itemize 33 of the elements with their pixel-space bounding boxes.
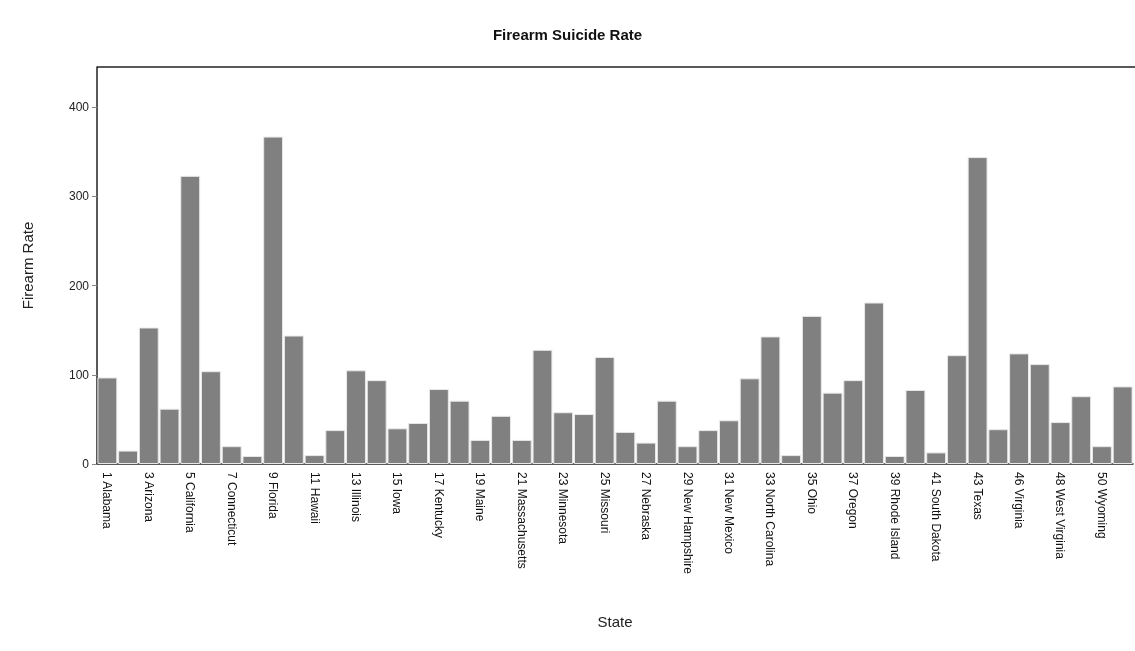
x-tick-label: 11 Hawaii: [307, 472, 322, 524]
x-tick-label: 43 Texas: [970, 472, 985, 520]
chart-title: Firearm Suicide Rate: [492, 26, 643, 43]
x-tick-label: 48 West Virginia: [1053, 472, 1068, 560]
x-tick-label: 29 New Hampshire: [680, 472, 695, 575]
x-axis-title: State: [597, 613, 633, 630]
x-tick-label: 41 South Dakota: [929, 472, 944, 562]
x-tick-label: 3 Arizona: [141, 472, 156, 523]
x-tick-label: 13 Illinois: [349, 472, 363, 523]
y-tick-label: 400: [68, 100, 90, 115]
x-tick-label: 37 Oregon: [846, 472, 861, 529]
x-tick-label: 50 Wyoming: [1094, 472, 1109, 539]
y-tick-label: 300: [68, 189, 90, 204]
x-tick-label: 15 Iowa: [390, 472, 405, 515]
x-tick-label: 17 Kentucky: [431, 472, 446, 539]
y-tick-label: 100: [68, 367, 90, 382]
x-tick-label: 1 Alabama: [100, 472, 115, 530]
x-tick-label: 27 Nebraska: [639, 472, 654, 541]
y-axis-title: Firearm Rate: [19, 221, 36, 310]
x-tick-label: 39 Rhode Island: [887, 472, 902, 560]
x-tick-label: 9 Florida: [266, 472, 281, 520]
x-tick-label: 19 Maine: [473, 472, 488, 522]
x-tick-label: 5 California: [183, 472, 198, 534]
x-tick-label: 46 Virginia: [1012, 472, 1027, 529]
x-tick-label: 7 Connecticut: [224, 472, 239, 547]
x-tick-label: 21 Massachusetts: [514, 472, 529, 569]
x-tick-label: 25 Missouri: [597, 472, 612, 534]
x-tick-label: 23 Minnesota: [556, 472, 571, 545]
y-tick-label: 0: [82, 457, 90, 471]
x-tick-label: 35 Ohio: [804, 472, 819, 515]
x-tick-label: 31 New Mexico: [721, 472, 736, 555]
x-tick-label: 33 North Carolina: [763, 472, 778, 567]
y-tick-label: 200: [68, 278, 90, 293]
